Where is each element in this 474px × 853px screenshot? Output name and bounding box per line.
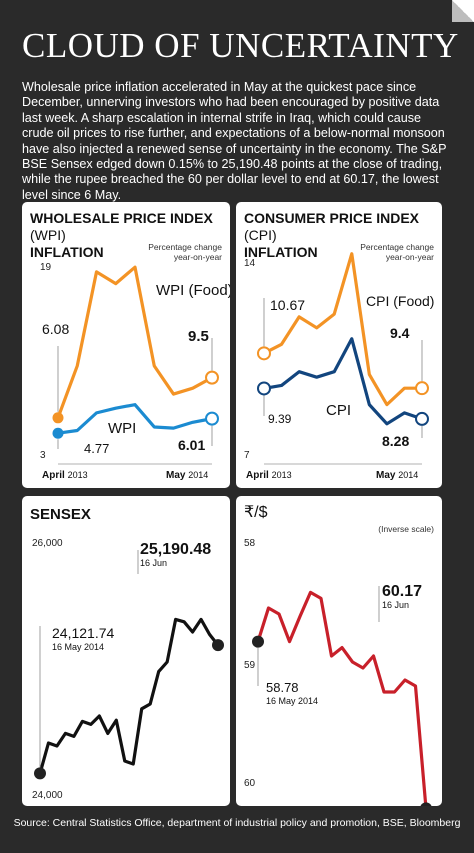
wpi-start-dot xyxy=(52,427,64,439)
wpi-title-bold: WHOLESALE PRICE INDEX xyxy=(30,210,213,226)
cpi-ytick-bottom: 7 xyxy=(244,450,250,461)
sensex-ytick-top: 26,000 xyxy=(32,538,63,549)
sensex-end-date: 16 Jun xyxy=(140,558,167,568)
rupee-end-dot xyxy=(420,802,432,806)
cpi-x-end-month: May xyxy=(376,470,398,481)
cpi-food-start-label: 10.67 xyxy=(270,297,305,313)
sensex-start-label: 24,121.74 xyxy=(52,625,114,641)
wpi-ytick-bottom: 3 xyxy=(40,450,46,461)
rupee-title: ₹/$ xyxy=(244,504,268,521)
rupee-panel: ₹/$ (Inverse scale) 58 59 60 58.78 16 May 20… xyxy=(236,496,442,806)
wpi-panel: WHOLESALE PRICE INDEX (WPI) INFLATION Pe… xyxy=(22,202,230,488)
wpi-food-end-dot xyxy=(205,370,219,385)
wpi-food-start-dot xyxy=(52,412,64,424)
sensex-line xyxy=(38,617,220,774)
rupee-start-dot xyxy=(252,635,264,648)
cpi-food-start-dot xyxy=(257,346,271,361)
cpi-end-dot xyxy=(415,411,429,426)
rupee-end-label: 60.17 xyxy=(382,583,422,600)
sensex-end-dot xyxy=(212,639,224,652)
cpi-x-start-year: 2013 xyxy=(272,470,292,480)
cpi-start-dot xyxy=(257,381,271,396)
wpi-food-line xyxy=(56,265,213,419)
wpi-x-end-year: 2014 xyxy=(188,470,208,480)
wpi-line xyxy=(57,403,213,435)
sensex-ytick-bottom: 24,000 xyxy=(32,790,63,801)
sensex-end-label: 25,190.48 xyxy=(140,541,211,558)
intro-paragraph: Wholesale price inflation accelerated in… xyxy=(22,80,447,202)
wpi-series-label: WPI xyxy=(108,420,136,437)
sensex-panel: SENSEX 26,000 24,000 24,121.74 16 May 2014 2… xyxy=(22,496,230,806)
rupee-ytick-59: 59 xyxy=(244,660,256,671)
rupee-subtitle: (Inverse scale) xyxy=(378,524,434,534)
rupee-line xyxy=(256,590,428,806)
sensex-title: SENSEX xyxy=(30,506,91,523)
cpi-x-start-month: April xyxy=(246,470,272,481)
rupee-start-label: 58.78 xyxy=(266,680,299,695)
cpi-series-label: CPI xyxy=(326,402,351,419)
rupee-ytick-60: 60 xyxy=(244,778,256,789)
wpi-chart: 19 3 6.08 WPI (Food) 9.5 WPI 4.77 6.01 April 201… xyxy=(40,262,230,481)
wpi-x-end: May 2014 xyxy=(166,470,208,481)
cpi-food-end-dot xyxy=(415,381,429,396)
wpi-start-label: 4.77 xyxy=(84,441,109,456)
cpi-start-label: 9.39 xyxy=(268,412,292,426)
cpi-line xyxy=(263,337,423,426)
wpi-x-start: April 2013 xyxy=(42,470,88,481)
cpi-end-label: 8.28 xyxy=(382,433,409,449)
wpi-x-start-month: April xyxy=(42,470,68,481)
wpi-x-end-month: May xyxy=(166,470,188,481)
wpi-food-end-label: 9.5 xyxy=(188,328,209,345)
page-curl-corner xyxy=(452,0,474,22)
cpi-x-start: April 2013 xyxy=(246,470,292,481)
page-title: CLOUD OF UNCERTAINTY xyxy=(22,26,459,65)
cpi-food-end-label: 9.4 xyxy=(390,325,410,341)
cpi-title-bold: CONSUMER PRICE INDEX xyxy=(244,210,420,226)
cpi-food-line xyxy=(263,252,422,407)
wpi-end-dot xyxy=(205,411,219,426)
cpi-title-line2: INFLATION xyxy=(244,244,318,260)
cpi-subtitle: Percentage change year-on-year xyxy=(360,242,434,262)
wpi-title-abbr: (WPI) xyxy=(30,227,66,243)
wpi-food-start-label: 6.08 xyxy=(42,321,69,337)
rupee-ytick-58: 58 xyxy=(244,538,256,549)
wpi-ytick-top: 19 xyxy=(40,262,52,273)
cpi-ytick-top: 14 xyxy=(244,258,256,269)
cpi-chart: 14 7 10.67 CPI (Food) 9.4 9.39 CPI 8.28 April 20… xyxy=(244,252,434,481)
rupee-end-date: 16 Jun xyxy=(382,600,409,610)
cpi-panel: CONSUMER PRICE INDEX (CPI) INFLATION Per… xyxy=(236,202,442,488)
sensex-start-dot xyxy=(34,767,46,780)
rupee-start-date: 16 May 2014 xyxy=(266,696,318,706)
source-note: Source: Central Statistics Office, depar… xyxy=(13,817,461,829)
wpi-end-label: 6.01 xyxy=(178,437,205,453)
wpi-food-series-label: WPI (Food) xyxy=(156,282,230,299)
cpi-title-abbr: (CPI) xyxy=(244,227,277,243)
cpi-x-end-year: 2014 xyxy=(398,470,418,480)
cpi-x-end: May 2014 xyxy=(376,470,418,481)
cpi-food-series-label: CPI (Food) xyxy=(366,293,434,309)
cpi-title: CONSUMER PRICE INDEX (CPI) INFLATION xyxy=(244,210,442,261)
wpi-title-line2: INFLATION xyxy=(30,244,104,260)
wpi-subtitle: Percentage change year-on-year xyxy=(148,242,222,262)
wpi-title: WHOLESALE PRICE INDEX (WPI) INFLATION xyxy=(30,210,230,261)
wpi-x-start-year: 2013 xyxy=(68,470,88,480)
sensex-start-date: 16 May 2014 xyxy=(52,642,104,652)
